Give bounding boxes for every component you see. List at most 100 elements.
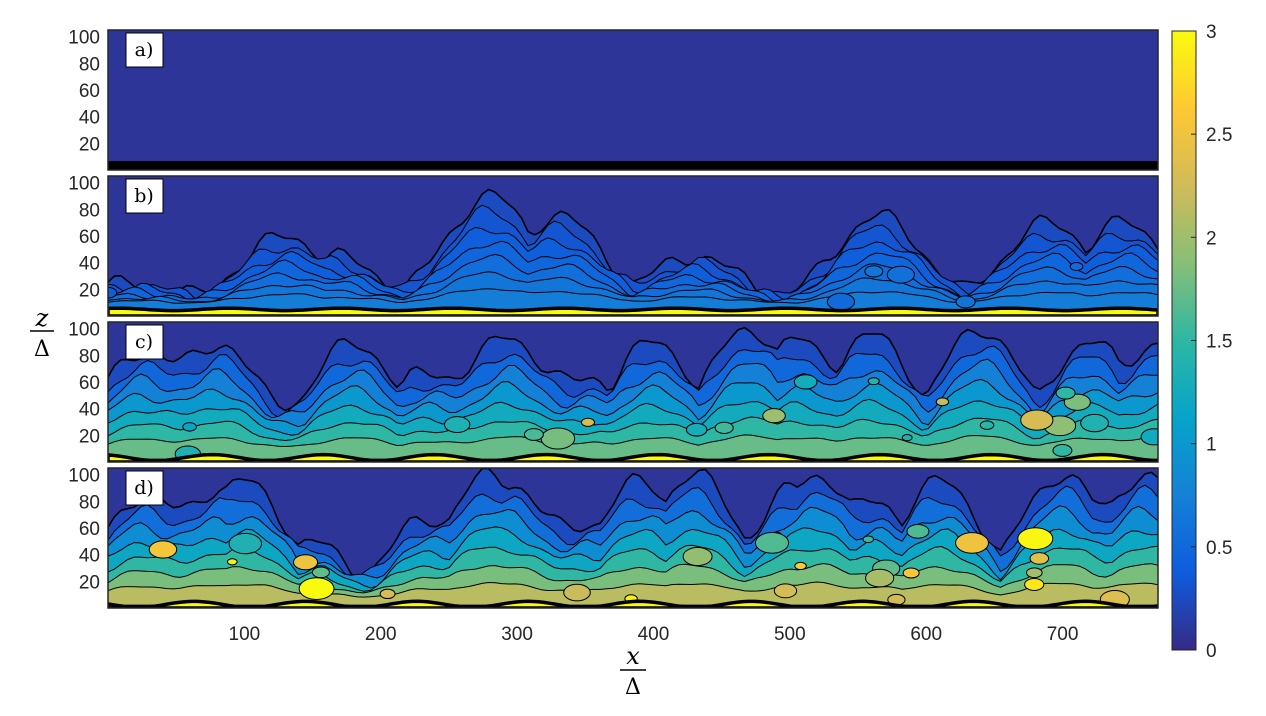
bed-layer (108, 306, 1158, 316)
eddy-contour (1069, 261, 1084, 271)
eddy-contour (1052, 444, 1073, 457)
panel-c: c) (107, 321, 1159, 463)
y-tick-labels: 20 40 60 80 100 20 40 60 80 100 20 40 60 80 100 20 40 60 8… (68, 28, 100, 594)
y-tick-label: 60 (79, 81, 100, 102)
eddy-contour (1017, 527, 1054, 551)
y-tick-label: 20 (79, 572, 100, 593)
panel-background (108, 30, 1158, 170)
panel-b-label-box: b) (125, 178, 164, 214)
colorbar: 0 0.5 1 1.5 2 2.5 3 (1171, 22, 1232, 662)
eddy-contour (444, 416, 471, 433)
eddy-contour (1026, 567, 1043, 579)
y-tick-label: 40 (79, 400, 100, 421)
panel-b-frame (107, 175, 1159, 317)
eddy-contour (762, 408, 786, 424)
y-tick-label: 40 (79, 546, 100, 567)
x-tick-label: 600 (910, 624, 942, 645)
eddy-contour (901, 434, 913, 442)
eddy-contour (523, 428, 544, 441)
y-tick-label: 20 (79, 426, 100, 447)
panel-c-label-box: c) (125, 324, 164, 360)
eddy-contour (865, 568, 895, 588)
eddy-contour (862, 535, 875, 544)
y-tick-label: 80 (79, 200, 100, 221)
panel-d-label-box: d) (125, 470, 164, 506)
eddy-contour (773, 583, 798, 599)
x-tick-label: 700 (1047, 624, 1079, 645)
colorbar-tick-label: 1 (1206, 435, 1217, 456)
panel-d-frame (107, 467, 1159, 609)
eddy-contour (1029, 552, 1050, 565)
panel-a-label: a) (135, 39, 154, 61)
eddy-contour (379, 588, 396, 600)
y-tick-label: 100 (68, 466, 100, 487)
eddy-contour (979, 420, 995, 430)
y-tick-label: 60 (79, 519, 100, 540)
colorbar-tick-label: 0.5 (1206, 538, 1232, 559)
x-tick-labels: 100 200 300 400 500 600 700 (229, 624, 1079, 645)
colorbar-tick-label: 0 (1206, 641, 1217, 662)
x-axis-label-denominator: Δ (625, 675, 641, 700)
colorbar-tick-label: 1.5 (1206, 332, 1232, 353)
eddy-contour (563, 583, 591, 602)
eddy-contour (714, 421, 734, 434)
bed-layer (108, 452, 1158, 462)
panel-a: a) (107, 29, 1159, 171)
eddy-contour (311, 566, 330, 579)
panel-a-frame (107, 29, 1159, 171)
eddy-contour (540, 427, 576, 450)
panel-a-label-box: a) (125, 32, 164, 68)
eddy-contour (1055, 386, 1076, 400)
eddy-contour (794, 561, 807, 571)
panel-d-label: d) (134, 477, 154, 499)
y-tick-label: 80 (79, 54, 100, 75)
y-tick-label: 80 (79, 346, 100, 367)
eddy-contour (682, 546, 713, 567)
eddy-contour (864, 265, 884, 278)
colorbar-tick-label: 2.5 (1206, 125, 1232, 146)
y-axis-label-denominator: Δ (34, 337, 50, 362)
eddy-contour (955, 532, 989, 554)
x-tick-label: 500 (774, 624, 806, 645)
bed-layer (108, 161, 1158, 170)
panel-d-field (108, 468, 1158, 608)
x-axis-label-numerator: x (626, 642, 640, 670)
x-tick-label: 400 (638, 624, 670, 645)
x-tick-label: 300 (501, 624, 533, 645)
panel-b-field (108, 176, 1158, 316)
panel-c-label: c) (135, 331, 153, 353)
y-tick-label: 20 (79, 134, 100, 155)
panel-d: d) (107, 467, 1159, 609)
eddy-contour (685, 422, 708, 437)
colorbar-tick-label: 2 (1206, 228, 1217, 249)
eddy-contour (754, 532, 790, 554)
y-tick-label: 80 (79, 492, 100, 513)
eddy-contour (867, 377, 880, 386)
y-tick-label: 100 (68, 320, 100, 341)
y-tick-label: 100 (68, 174, 100, 195)
y-tick-label: 60 (79, 227, 100, 248)
panel-a-field (108, 30, 1158, 170)
eddy-contour (1140, 428, 1158, 446)
eddy-contour (826, 292, 856, 311)
eddy-contour (226, 558, 238, 566)
eddy-contour (906, 523, 930, 539)
x-tick-label: 200 (365, 624, 397, 645)
bed-layer (108, 599, 1158, 608)
eddy-contour (148, 540, 178, 559)
y-tick-label: 60 (79, 373, 100, 394)
eddy-contour (935, 397, 950, 407)
x-tick-label: 100 (229, 624, 261, 645)
x-axis-label: x Δ (620, 642, 646, 700)
eddy-contour (902, 567, 920, 579)
eddy-contour (580, 417, 596, 427)
y-tick-label: 100 (68, 28, 100, 49)
y-axis-label-numerator: z (35, 304, 49, 332)
panel-b: b) (107, 175, 1159, 317)
eddy-contour (228, 532, 263, 555)
y-tick-label: 20 (79, 280, 100, 301)
panel-c-frame (107, 321, 1159, 463)
eddy-contour (182, 422, 197, 432)
eddy-contour (1080, 413, 1109, 433)
